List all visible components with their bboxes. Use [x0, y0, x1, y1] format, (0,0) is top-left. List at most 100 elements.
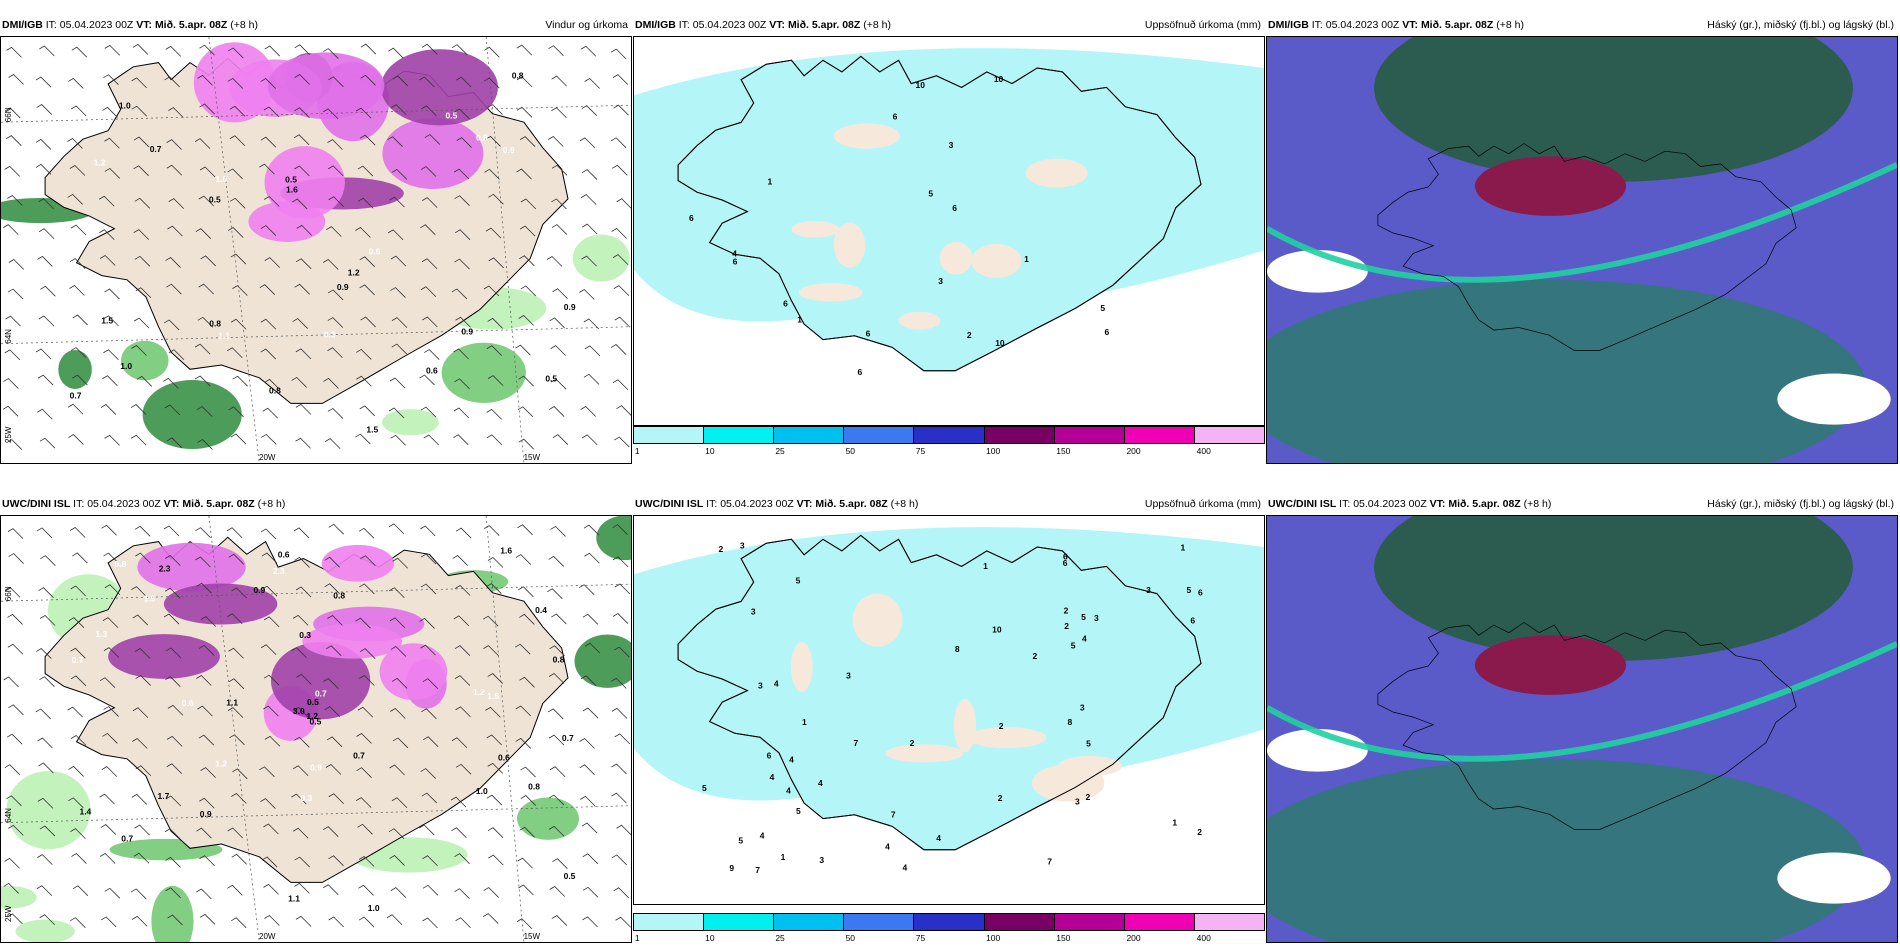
wind-barb [72, 374, 88, 386]
wind-barb [163, 525, 180, 537]
wind-barb [324, 583, 340, 595]
value-label: 0.8 [209, 318, 221, 328]
wind-barb [196, 674, 212, 686]
wind-barb [326, 736, 343, 748]
wind-barb [486, 734, 502, 746]
wind-barb [4, 764, 21, 776]
wind-barb [68, 434, 84, 445]
precip-area-heavy [382, 118, 484, 189]
wind-barb [581, 255, 597, 267]
wind-barb [356, 767, 372, 778]
value-label: 0.9 [253, 585, 265, 595]
wind-barb [37, 797, 54, 809]
panel-title: Vindur og úrkoma [545, 19, 628, 31]
wind-barb [261, 552, 278, 564]
wind-barb [70, 585, 86, 597]
wind-barb [292, 198, 308, 210]
value-label: 0.7 [121, 833, 133, 843]
wind-barb [295, 403, 312, 415]
wind-barb [548, 708, 564, 720]
map-cloud-cover [1266, 36, 1898, 464]
value-label: 4 [770, 772, 775, 782]
wind-barb [294, 882, 310, 894]
low-cloud-area [1474, 635, 1627, 695]
wind-barb [485, 227, 502, 239]
wind-barb [165, 887, 181, 899]
wind-barb [392, 737, 409, 749]
wind-barb [264, 735, 281, 747]
wind-barb [519, 613, 535, 625]
wind-barb [198, 195, 215, 207]
value-label: 0.5 [564, 871, 576, 881]
wind-barb [67, 706, 83, 718]
wind-barb [486, 345, 503, 357]
wind-barb [421, 105, 437, 117]
wind-barb [487, 557, 504, 568]
wind-barb [422, 884, 439, 896]
longitude-line [208, 37, 260, 463]
wind-barb [227, 168, 243, 180]
value-label: 10 [994, 74, 1004, 84]
wind-barb [291, 376, 307, 388]
value-label: 3 [1146, 585, 1151, 595]
precip-area [6, 770, 91, 850]
wind-barb [6, 439, 23, 450]
wind-barb [3, 882, 20, 894]
wind-barb [2, 405, 19, 417]
wind-barb [295, 348, 312, 360]
wind-barb [484, 46, 500, 58]
value-label: 1.2 [215, 759, 227, 769]
wind-barb [581, 169, 598, 180]
wind-barb [323, 884, 339, 896]
model-name: UWC/DINI ISL [635, 498, 704, 510]
wind-barb [132, 707, 149, 719]
wind-barb [324, 556, 340, 568]
colorbar-cells [633, 913, 1265, 931]
panel-title: Uppsöfnuð úrkoma (mm) [1144, 19, 1261, 31]
wind-barb [263, 106, 280, 118]
colorbar-cell [704, 914, 775, 930]
wind-barb [102, 617, 119, 628]
panel-uwc-accum: UWC/DINI ISL IT: 05.04.2023 00Z VT: Mið.… [633, 493, 1265, 943]
dry-area [1025, 158, 1088, 188]
wind-barb [68, 797, 84, 809]
wind-barb [327, 317, 344, 328]
value-label: 1.6 [500, 546, 512, 556]
wind-barb [226, 527, 243, 539]
value-label: 8 [955, 644, 960, 654]
wind-barb [419, 824, 435, 836]
value-label: 1.0 [483, 892, 495, 902]
model-name: DMI/IGB [2, 19, 43, 31]
value-label: 6 [767, 750, 772, 760]
wind-barb [455, 763, 472, 775]
value-label: 2 [999, 721, 1004, 731]
wind-barb [198, 283, 214, 295]
value-label: 4 [774, 679, 779, 689]
precip-area [58, 350, 92, 389]
wind-barb [520, 766, 536, 778]
wind-barb [611, 763, 627, 775]
wind-barb [482, 913, 499, 924]
wind-barb [358, 855, 375, 867]
wind-barb [295, 258, 312, 270]
value-label: 0.6 [182, 698, 194, 708]
precip-area-heavy [380, 49, 498, 126]
wind-barb [612, 379, 629, 391]
wind-barb [39, 45, 55, 57]
wind-barb [194, 138, 211, 149]
wind-barb [36, 104, 53, 115]
value-label: 0.6 [426, 365, 438, 375]
map-cloud-cover [1266, 515, 1898, 943]
wind-barb [35, 76, 52, 88]
wind-barb [421, 197, 438, 208]
wind-barb [390, 645, 407, 657]
wind-barb [104, 288, 120, 300]
wind-barb [328, 523, 345, 535]
wind-barb [551, 75, 567, 87]
wind-barb [421, 792, 438, 804]
wind-barb [135, 765, 152, 777]
wind-barb [259, 163, 275, 175]
value-label: 2 [1033, 651, 1038, 661]
wind-barb [483, 887, 499, 898]
wind-barb [164, 404, 181, 416]
